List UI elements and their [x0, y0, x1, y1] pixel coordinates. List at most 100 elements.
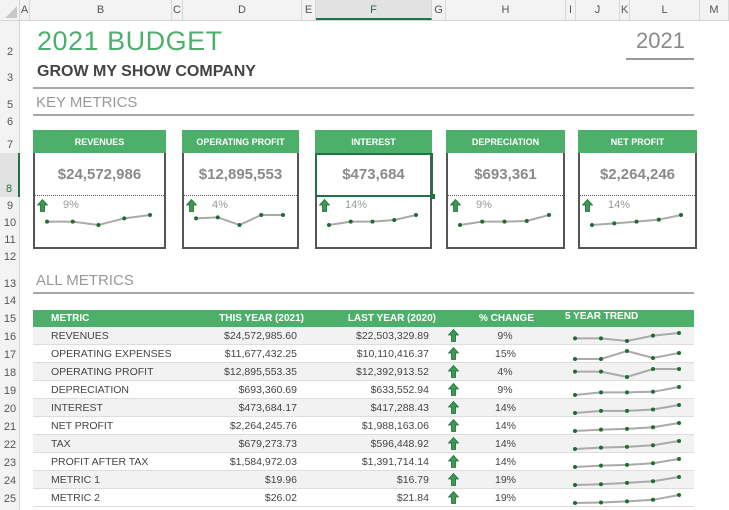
metric-card: INTEREST $473,684 14%: [315, 130, 432, 249]
column-header[interactable]: F: [316, 0, 432, 20]
metric-name[interactable]: PROFIT AFTER TAX: [51, 456, 149, 468]
last-year-value[interactable]: $417,288.43: [370, 402, 429, 414]
row-sparkline: [573, 385, 681, 397]
metric-name[interactable]: NET PROFIT: [51, 420, 114, 432]
trend-point: [625, 349, 629, 353]
change-value[interactable]: 14%: [495, 402, 517, 414]
row-header[interactable]: 2: [6, 46, 14, 58]
column-header[interactable]: J: [576, 0, 620, 20]
this-year-value[interactable]: $2,264,245.76: [229, 420, 297, 432]
metric-card: OPERATING PROFIT $12,895,553 4%: [182, 130, 299, 249]
change-value[interactable]: 14%: [495, 456, 517, 468]
card-label: INTEREST: [315, 130, 432, 153]
last-year-value[interactable]: $1,391,714.14: [361, 456, 429, 468]
last-year-value[interactable]: $12,392,913.52: [356, 366, 429, 378]
column-header[interactable]: A: [20, 0, 30, 20]
trend-point: [651, 425, 655, 430]
card-value: $2,264,246: [580, 153, 695, 196]
this-year-value[interactable]: $1,584,972.03: [229, 456, 297, 468]
column-header[interactable]: D: [183, 0, 302, 20]
row-headers: 2 3 5 6 7 8 9 10 11 12 13 14 15 16 17 18 19 20 21 22 23 24 25: [0, 21, 20, 510]
trend-point: [237, 223, 242, 227]
row-header[interactable]: 24: [3, 475, 17, 487]
trend-point: [677, 385, 681, 389]
last-year-value[interactable]: $596,448.92: [370, 438, 429, 450]
last-year-value[interactable]: $1,988,163.06: [361, 420, 429, 432]
metric-name[interactable]: DEPRECIATION: [51, 384, 129, 396]
row-header[interactable]: 7: [6, 139, 14, 151]
this-year-value[interactable]: $473,684.17: [238, 402, 297, 414]
column-header[interactable]: I: [566, 0, 576, 20]
this-year-value[interactable]: $19.96: [264, 474, 297, 486]
row-header[interactable]: 8: [0, 153, 20, 197]
column-header[interactable]: H: [446, 0, 566, 20]
row-header[interactable]: 15: [3, 313, 17, 325]
row-header[interactable]: 13: [3, 278, 17, 290]
row-sparkline: [573, 439, 681, 451]
row-header[interactable]: 6: [6, 116, 14, 128]
row-header[interactable]: 25: [3, 493, 17, 505]
change-value[interactable]: 14%: [495, 420, 517, 432]
metric-name[interactable]: METRIC 2: [51, 492, 101, 504]
column-header[interactable]: C: [172, 0, 183, 20]
trend-point: [625, 426, 629, 431]
row-header[interactable]: 9: [6, 200, 14, 212]
row-header[interactable]: 5: [6, 99, 14, 111]
column-header[interactable]: M: [700, 0, 729, 20]
row-header[interactable]: 20: [3, 403, 17, 415]
change-value[interactable]: 9%: [497, 384, 513, 396]
row-header[interactable]: 11: [4, 234, 16, 246]
column-header[interactable]: B: [30, 0, 172, 20]
row-header[interactable]: 21: [3, 421, 17, 433]
this-year-value[interactable]: $12,895,553.35: [224, 366, 297, 378]
metric-name[interactable]: REVENUES: [51, 330, 109, 342]
this-year-value[interactable]: $693,360.69: [238, 384, 297, 396]
row-header[interactable]: 3: [6, 72, 14, 84]
metric-name[interactable]: METRIC 1: [51, 474, 101, 486]
select-all-button[interactable]: [0, 0, 20, 20]
row-header[interactable]: 22: [3, 439, 17, 451]
trend-point: [573, 501, 577, 505]
metric-name[interactable]: OPERATING PROFIT: [51, 366, 154, 378]
change-value[interactable]: 14%: [495, 438, 517, 450]
row-header[interactable]: 10: [3, 217, 17, 229]
row-header[interactable]: 19: [3, 385, 17, 397]
trend-point: [590, 223, 594, 227]
this-year-value[interactable]: $24,572,985.60: [224, 330, 297, 342]
change-value[interactable]: 19%: [495, 474, 517, 486]
last-year-value[interactable]: $21.84: [396, 492, 429, 504]
column-header[interactable]: L: [630, 0, 700, 20]
row-header[interactable]: 12: [3, 251, 17, 263]
trend-point: [625, 339, 629, 343]
this-year-value[interactable]: $11,677,432.25: [224, 348, 297, 360]
row-header[interactable]: 17: [3, 349, 17, 361]
all-metrics-heading: ALL METRICS: [36, 272, 134, 289]
last-year-value[interactable]: $22,503,329.89: [356, 330, 429, 342]
column-header[interactable]: G: [432, 0, 446, 20]
last-year-value[interactable]: $10,110,416.37: [356, 348, 429, 360]
change-value[interactable]: 19%: [495, 492, 517, 504]
last-year-value[interactable]: $16.79: [396, 474, 429, 486]
this-year-value[interactable]: $679,273.73: [238, 438, 297, 450]
change-value[interactable]: 9%: [497, 330, 513, 342]
card-value: $693,361: [448, 153, 563, 196]
row-header[interactable]: 14: [3, 295, 17, 307]
metric-name[interactable]: TAX: [51, 438, 71, 450]
metric-name[interactable]: OPERATING EXPENSES: [51, 348, 172, 360]
row-header[interactable]: 16: [3, 331, 17, 343]
table-row: OPERATING EXPENSES $11,677,432.25 $10,110,…: [33, 345, 694, 363]
change-value[interactable]: 15%: [495, 348, 517, 360]
column-header[interactable]: E: [302, 0, 316, 20]
card-change: 9%: [63, 199, 79, 211]
arrow-cell: [447, 490, 460, 507]
row-header[interactable]: 23: [3, 457, 17, 469]
metric-name[interactable]: INTEREST: [51, 402, 103, 414]
last-year-value[interactable]: $633,552.94: [370, 384, 429, 396]
this-year-value[interactable]: $26.02: [264, 492, 297, 504]
change-value[interactable]: 4%: [497, 366, 513, 378]
row-sparkline: [573, 493, 681, 505]
row-header[interactable]: 18: [3, 367, 17, 379]
selected-cell[interactable]: [315, 153, 435, 199]
column-header[interactable]: K: [620, 0, 630, 20]
